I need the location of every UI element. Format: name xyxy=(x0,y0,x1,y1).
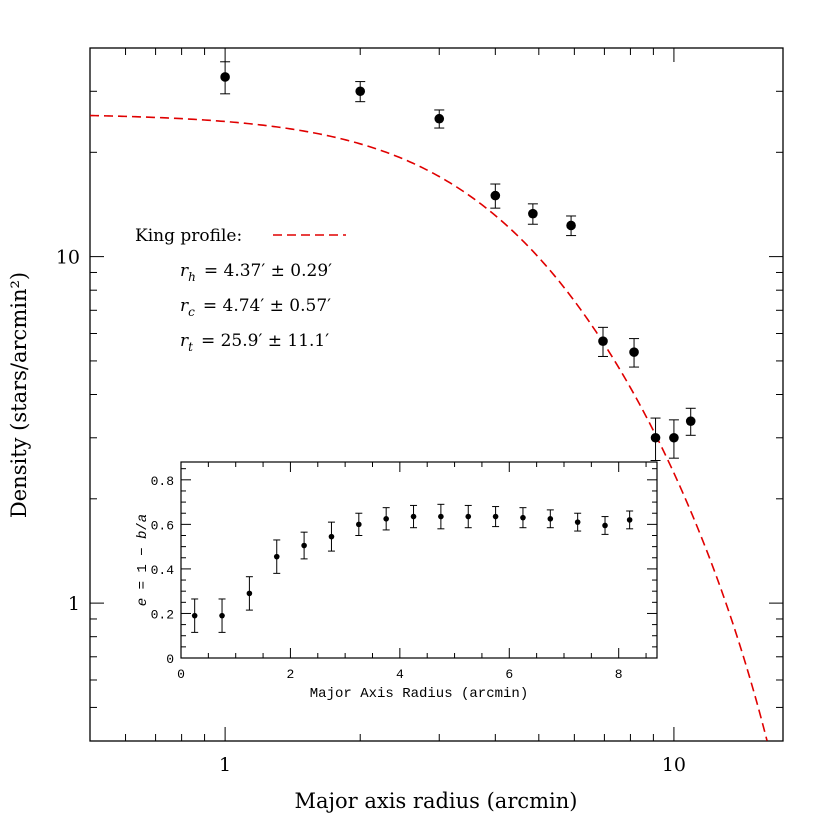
inset-data-point xyxy=(520,514,526,521)
param-subscript: t xyxy=(188,340,193,354)
main-x-axis-label: Major axis radius (arcmin) xyxy=(295,789,578,813)
inset-ylabel-part: / xyxy=(135,522,151,530)
inset-data-point xyxy=(574,519,581,525)
fit-parameter-t: rt = 25.9′ ± 11.1′ xyxy=(180,331,329,354)
inset-x-tick-label: 4 xyxy=(396,667,404,682)
inset-data-point xyxy=(328,533,335,540)
data-point xyxy=(650,432,661,443)
inset-x-axis-label: Major Axis Radius (arcmin) xyxy=(310,686,528,702)
param-value: = 4.37′ ± 0.29′ xyxy=(204,261,332,281)
data-point xyxy=(528,208,538,219)
inset-x-tick-label: 0 xyxy=(177,667,185,682)
inset-data-points xyxy=(191,503,634,633)
inset-data-point xyxy=(626,517,633,523)
data-point xyxy=(490,190,501,201)
fit-parameter-c: rc = 4.74′ ± 0.57′ xyxy=(180,296,331,319)
param-subscript: c xyxy=(188,305,195,319)
fit-parameters: rh = 4.37′ ± 0.29′rc = 4.74′ ± 0.57′rt = 25… xyxy=(180,261,332,354)
inset-y-axis-label: e = 1 − b/a xyxy=(135,514,151,606)
inset-data-point xyxy=(356,521,362,528)
param-symbol: r xyxy=(180,261,189,281)
inset-tick-labels: 0 2 4 6 8 0 0.2 0.4 0.6 0.8 xyxy=(151,474,623,682)
y-tick-label: 10 xyxy=(56,247,80,269)
inset-x-tick-label: 2 xyxy=(287,667,295,682)
inset-data-point xyxy=(492,513,499,520)
inset-data-point xyxy=(547,515,554,522)
data-point xyxy=(566,220,576,231)
main-data-points xyxy=(220,61,696,461)
data-point xyxy=(669,432,679,443)
fit-legend-label: King profile: xyxy=(135,226,242,246)
inset-y-tick-label: 0 xyxy=(166,652,174,667)
inset-y-tick-label: 0.2 xyxy=(151,607,174,622)
data-point xyxy=(685,416,696,426)
inset-ylabel-part: a xyxy=(135,514,151,522)
inset-data-point xyxy=(301,542,307,549)
x-tick-label: 1 xyxy=(219,754,231,776)
inset-data-point xyxy=(602,522,608,529)
y-tick-label: 1 xyxy=(68,593,80,615)
param-value: = 25.9′ ± 11.1′ xyxy=(201,331,329,351)
data-point xyxy=(434,113,445,124)
param-value: = 4.74′ ± 0.57′ xyxy=(203,296,331,316)
king-profile-fit-curve xyxy=(89,114,768,741)
inset-y-tick-label: 0.4 xyxy=(151,563,175,578)
data-point xyxy=(629,347,639,357)
inset-x-tick-label: 6 xyxy=(505,667,513,682)
fit-parameter-h: rh = 4.37′ ± 0.29′ xyxy=(180,261,332,284)
param-subscript: h xyxy=(188,270,196,284)
inset-plot-frame xyxy=(180,461,658,659)
data-point xyxy=(355,86,366,97)
inset-data-point xyxy=(410,513,417,520)
inset-x-tick-label: 8 xyxy=(615,667,623,682)
data-point xyxy=(220,72,230,82)
inset-y-tick-label: 0.8 xyxy=(151,474,174,489)
inset-data-point xyxy=(438,513,444,520)
inset-axis-ticks xyxy=(180,462,657,659)
main-axis-ticks xyxy=(89,47,783,742)
inset-data-point xyxy=(246,590,253,597)
x-tick-label: 10 xyxy=(662,754,686,776)
inset-y-tick-label: 0.6 xyxy=(151,518,174,533)
inset-data-point xyxy=(465,513,472,520)
inset-ylabel-part: e xyxy=(135,598,151,606)
param-symbol: r xyxy=(180,331,189,351)
inset-data-point xyxy=(383,515,389,522)
data-point xyxy=(598,336,608,347)
inset-data-point xyxy=(273,553,280,560)
main-y-axis-label: Density (stars/arcmin²) xyxy=(7,272,31,518)
inset-ylabel-part: = 1 − xyxy=(135,539,151,598)
inset-data-point xyxy=(191,612,198,619)
inset-data-point xyxy=(219,612,225,619)
main-tick-labels: 1 10 1 10 xyxy=(56,247,686,776)
fit-legend: King profile: rh = 4.37′ ± 0.29′rc = 4.74′… xyxy=(135,226,346,354)
param-symbol: r xyxy=(180,296,189,316)
inset-ylabel-part: b xyxy=(135,531,151,539)
